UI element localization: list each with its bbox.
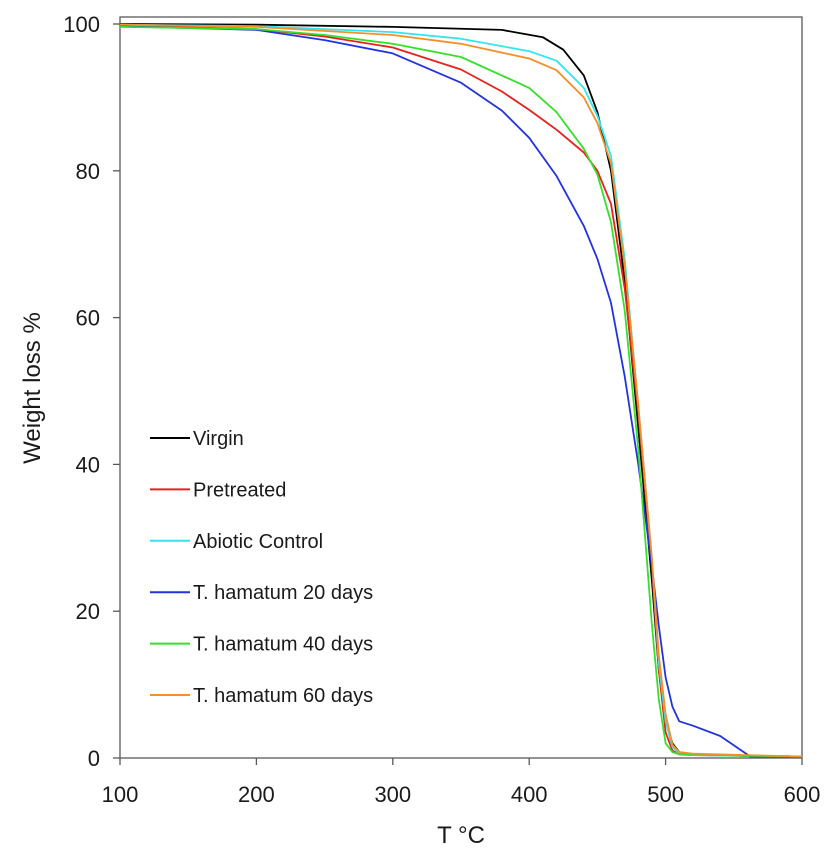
y-axis-ticks: 0 20 40 60 80 100 <box>63 12 120 771</box>
plot-frame <box>119 16 803 759</box>
x-tick-label: 600 <box>784 782 821 807</box>
series-line-t-hamatum-60-days <box>119 23 803 758</box>
legend-label-virgin: Virgin <box>193 428 244 450</box>
y-tick-label: 100 <box>63 12 100 37</box>
x-tick-label: 200 <box>238 782 275 807</box>
x-tick-label: 100 <box>102 782 139 807</box>
y-tick-label: 20 <box>76 599 100 624</box>
y-tick-label: 60 <box>76 306 100 331</box>
x-tick-label: 300 <box>374 782 411 807</box>
x-axis-ticks: 100 200 300 400 500 600 <box>102 758 821 807</box>
x-axis-title: T °C <box>437 822 485 849</box>
y-axis-title: Weight loss % <box>19 312 46 464</box>
legend-label-pretreated: Pretreated <box>193 479 286 501</box>
y-tick-label: 80 <box>76 159 100 184</box>
y-tick-label: 0 <box>88 746 100 771</box>
legend: Virgin Pretreated Abiotic Control T. hamatu… <box>150 428 373 707</box>
y-tick-label: 40 <box>76 452 100 477</box>
legend-label-t-hamatum-20-days: T. hamatum 20 days <box>193 582 373 604</box>
legend-label-t-hamatum-40-days: T. hamatum 40 days <box>193 634 373 656</box>
legend-label-t-hamatum-60-days: T. hamatum 60 days <box>193 685 373 707</box>
x-tick-label: 500 <box>647 782 684 807</box>
x-tick-label: 400 <box>511 782 548 807</box>
series-line-t-hamatum-40-days <box>119 26 803 758</box>
series-line-t-hamatum-20-days <box>119 25 802 758</box>
series-layer <box>119 23 803 758</box>
legend-label-abiotic-control: Abiotic Control <box>193 531 323 553</box>
